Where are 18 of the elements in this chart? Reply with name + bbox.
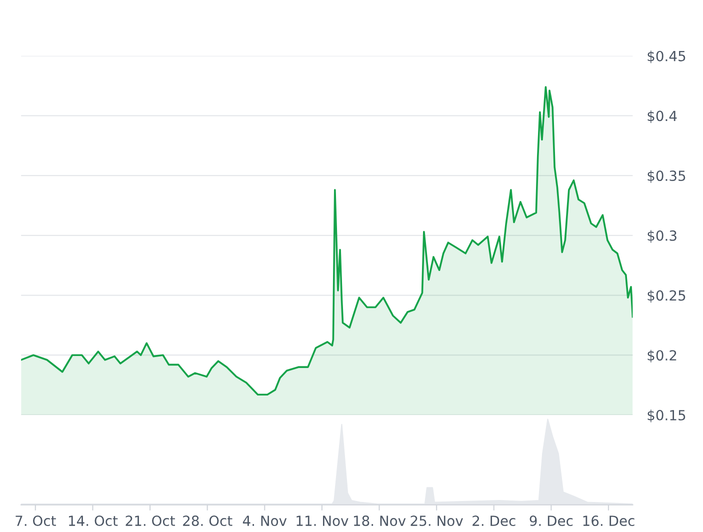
x-tick-label: 25. Nov xyxy=(410,516,463,526)
x-tick-label: 7. Oct xyxy=(16,516,56,526)
x-tick-label: 2. Dec xyxy=(472,516,516,526)
x-tick-label: 14. Oct xyxy=(68,516,118,526)
y-tick-label: $0.4 xyxy=(648,110,677,124)
x-tick-label: 4. Nov xyxy=(242,516,287,526)
y-tick-label: $0.15 xyxy=(648,410,686,422)
x-tick-label: 11. Nov xyxy=(296,516,348,526)
y-tick-label: $0.2 xyxy=(648,350,676,362)
x-tick-label: 9. Dec xyxy=(530,516,573,526)
y-tick-label: $0.3 xyxy=(648,230,676,243)
x-tick-label: 21. Oct xyxy=(126,516,175,526)
y-tick-label: $0.45 xyxy=(648,50,686,64)
x-tick-label: 18. Nov xyxy=(354,516,406,526)
y-tick-label: $0.35 xyxy=(648,170,686,183)
x-tick-label: 16. Dec xyxy=(583,516,634,526)
x-tick-label: 28. Oct xyxy=(183,516,232,526)
y-tick-label: $0.25 xyxy=(648,290,686,303)
